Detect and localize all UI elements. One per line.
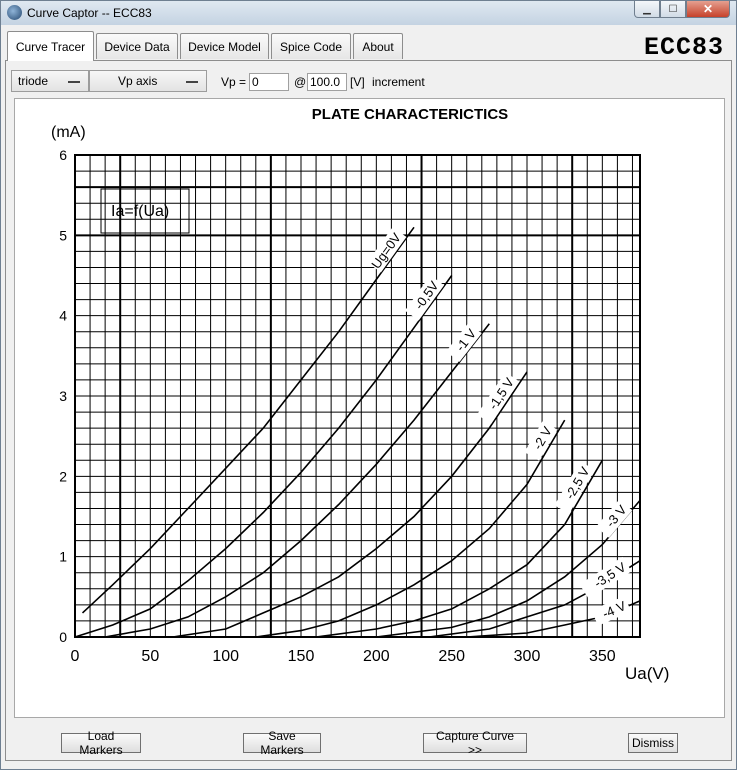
save-markers-button[interactable]: Save Markers [243,729,321,757]
chart-curves: Ug=0V-0,5V-1 V-1,5 V-2 V-2,5 V-3 V-3,5 V… [74,226,641,638]
y-axis-label: (mA) [51,124,86,141]
axis-select-value: Vp axis [118,74,158,88]
plate-characteristics-chart[interactable]: PLATE CHARACTERICTICS (mA) Ua(V) Ia=f(Ua… [15,99,724,717]
formula-label: Ia=f(Ua) [111,203,169,220]
curve-label-bg [367,227,407,273]
x-tick-label: 250 [438,648,465,665]
y-tick-label: 4 [59,308,67,324]
window-controls: ▁ ☐ ✕ [634,1,730,19]
tab-device-model[interactable]: Device Model [180,33,269,59]
curve-label-bg [596,499,633,538]
curve-label-bg [524,421,558,461]
curve-line [81,226,415,614]
x-tick-label: 300 [514,648,541,665]
minimize-button[interactable]: ▁ [634,1,660,18]
curve-line [376,499,641,638]
tab-spice-code[interactable]: Spice Code [271,33,351,59]
curve-line [172,371,528,638]
y-tick-label: 1 [59,549,67,565]
curve-label-text: -2,5 V [562,464,593,502]
curve-label-bg [476,372,520,424]
curve-line [104,323,490,638]
x-axis-label: Ua(V) [625,664,669,683]
toolbar: triode Vp axis Vp = @ [V] increment [7,69,727,95]
y-tick-label: 0 [59,629,67,645]
chart-title: PLATE CHARACTERICTICS [312,106,508,123]
tab-curve-tracer[interactable]: Curve Tracer [7,31,94,61]
curve-line [255,419,566,638]
curve-label: -3 V [596,499,633,538]
device-type-value: triode [18,74,49,88]
curve-label: -2,5 V [554,461,595,514]
step-input[interactable] [307,73,347,91]
formula-box [100,188,190,234]
unit-label: [V] [350,75,365,89]
vp-input[interactable] [249,73,289,91]
app-icon [7,5,22,20]
device-label: ECC83 [643,33,724,62]
device-type-select[interactable]: triode [11,70,89,92]
curve-image-canvas[interactable]: PLATE CHARACTERICTICS (mA) Ua(V) Ia=f(Ua… [14,98,725,718]
y-tick-label: 5 [59,227,67,243]
tab-about[interactable]: About [353,33,403,59]
chart-grid [74,154,641,638]
curve-label-bg [554,461,595,514]
curve-label-text: -3,5 V [591,559,629,591]
dismiss-button[interactable]: Dismiss [628,733,678,753]
close-button[interactable]: ✕ [686,1,730,18]
load-markers-button[interactable]: Load Markers [61,729,141,757]
curve-line [74,275,453,638]
curve-label-bg [591,596,632,626]
curve-label-bg [579,556,632,599]
x-tick-label: 100 [212,648,239,665]
curve-line [315,459,603,638]
axis-select[interactable]: Vp axis [89,70,207,92]
y-tick-label: 2 [59,468,67,484]
title-bar[interactable]: Curve Captor -- ECC83 ▁ ☐ ✕ [1,1,736,25]
y-tick-label: 3 [59,388,67,404]
dropdown-arrow-icon [68,81,80,83]
curve-label-bg [446,323,482,362]
vp-label: Vp = [221,75,247,89]
increment-label: increment [372,75,425,89]
curve-label-bg [404,275,445,321]
chart-ticks: 0 50 100 150 200 250 300 350 0 1 2 3 4 5 6 [59,147,616,665]
x-tick-label: 50 [141,648,159,665]
y-tick-label: 6 [59,147,67,163]
curve-label: -4 V [591,596,632,626]
plot-frame [74,154,641,638]
x-tick-label: 350 [589,648,616,665]
x-tick-label: 150 [288,648,315,665]
window-title: Curve Captor -- ECC83 [27,6,152,20]
at-label: @ [294,75,307,89]
x-tick-label: 200 [363,648,390,665]
maximize-button[interactable]: ☐ [660,1,686,18]
x-tick-label: 0 [71,648,80,665]
capture-curve-button[interactable]: Capture Curve >> [423,729,527,757]
tab-device-data[interactable]: Device Data [96,33,178,59]
dropdown-arrow-icon [186,81,198,83]
